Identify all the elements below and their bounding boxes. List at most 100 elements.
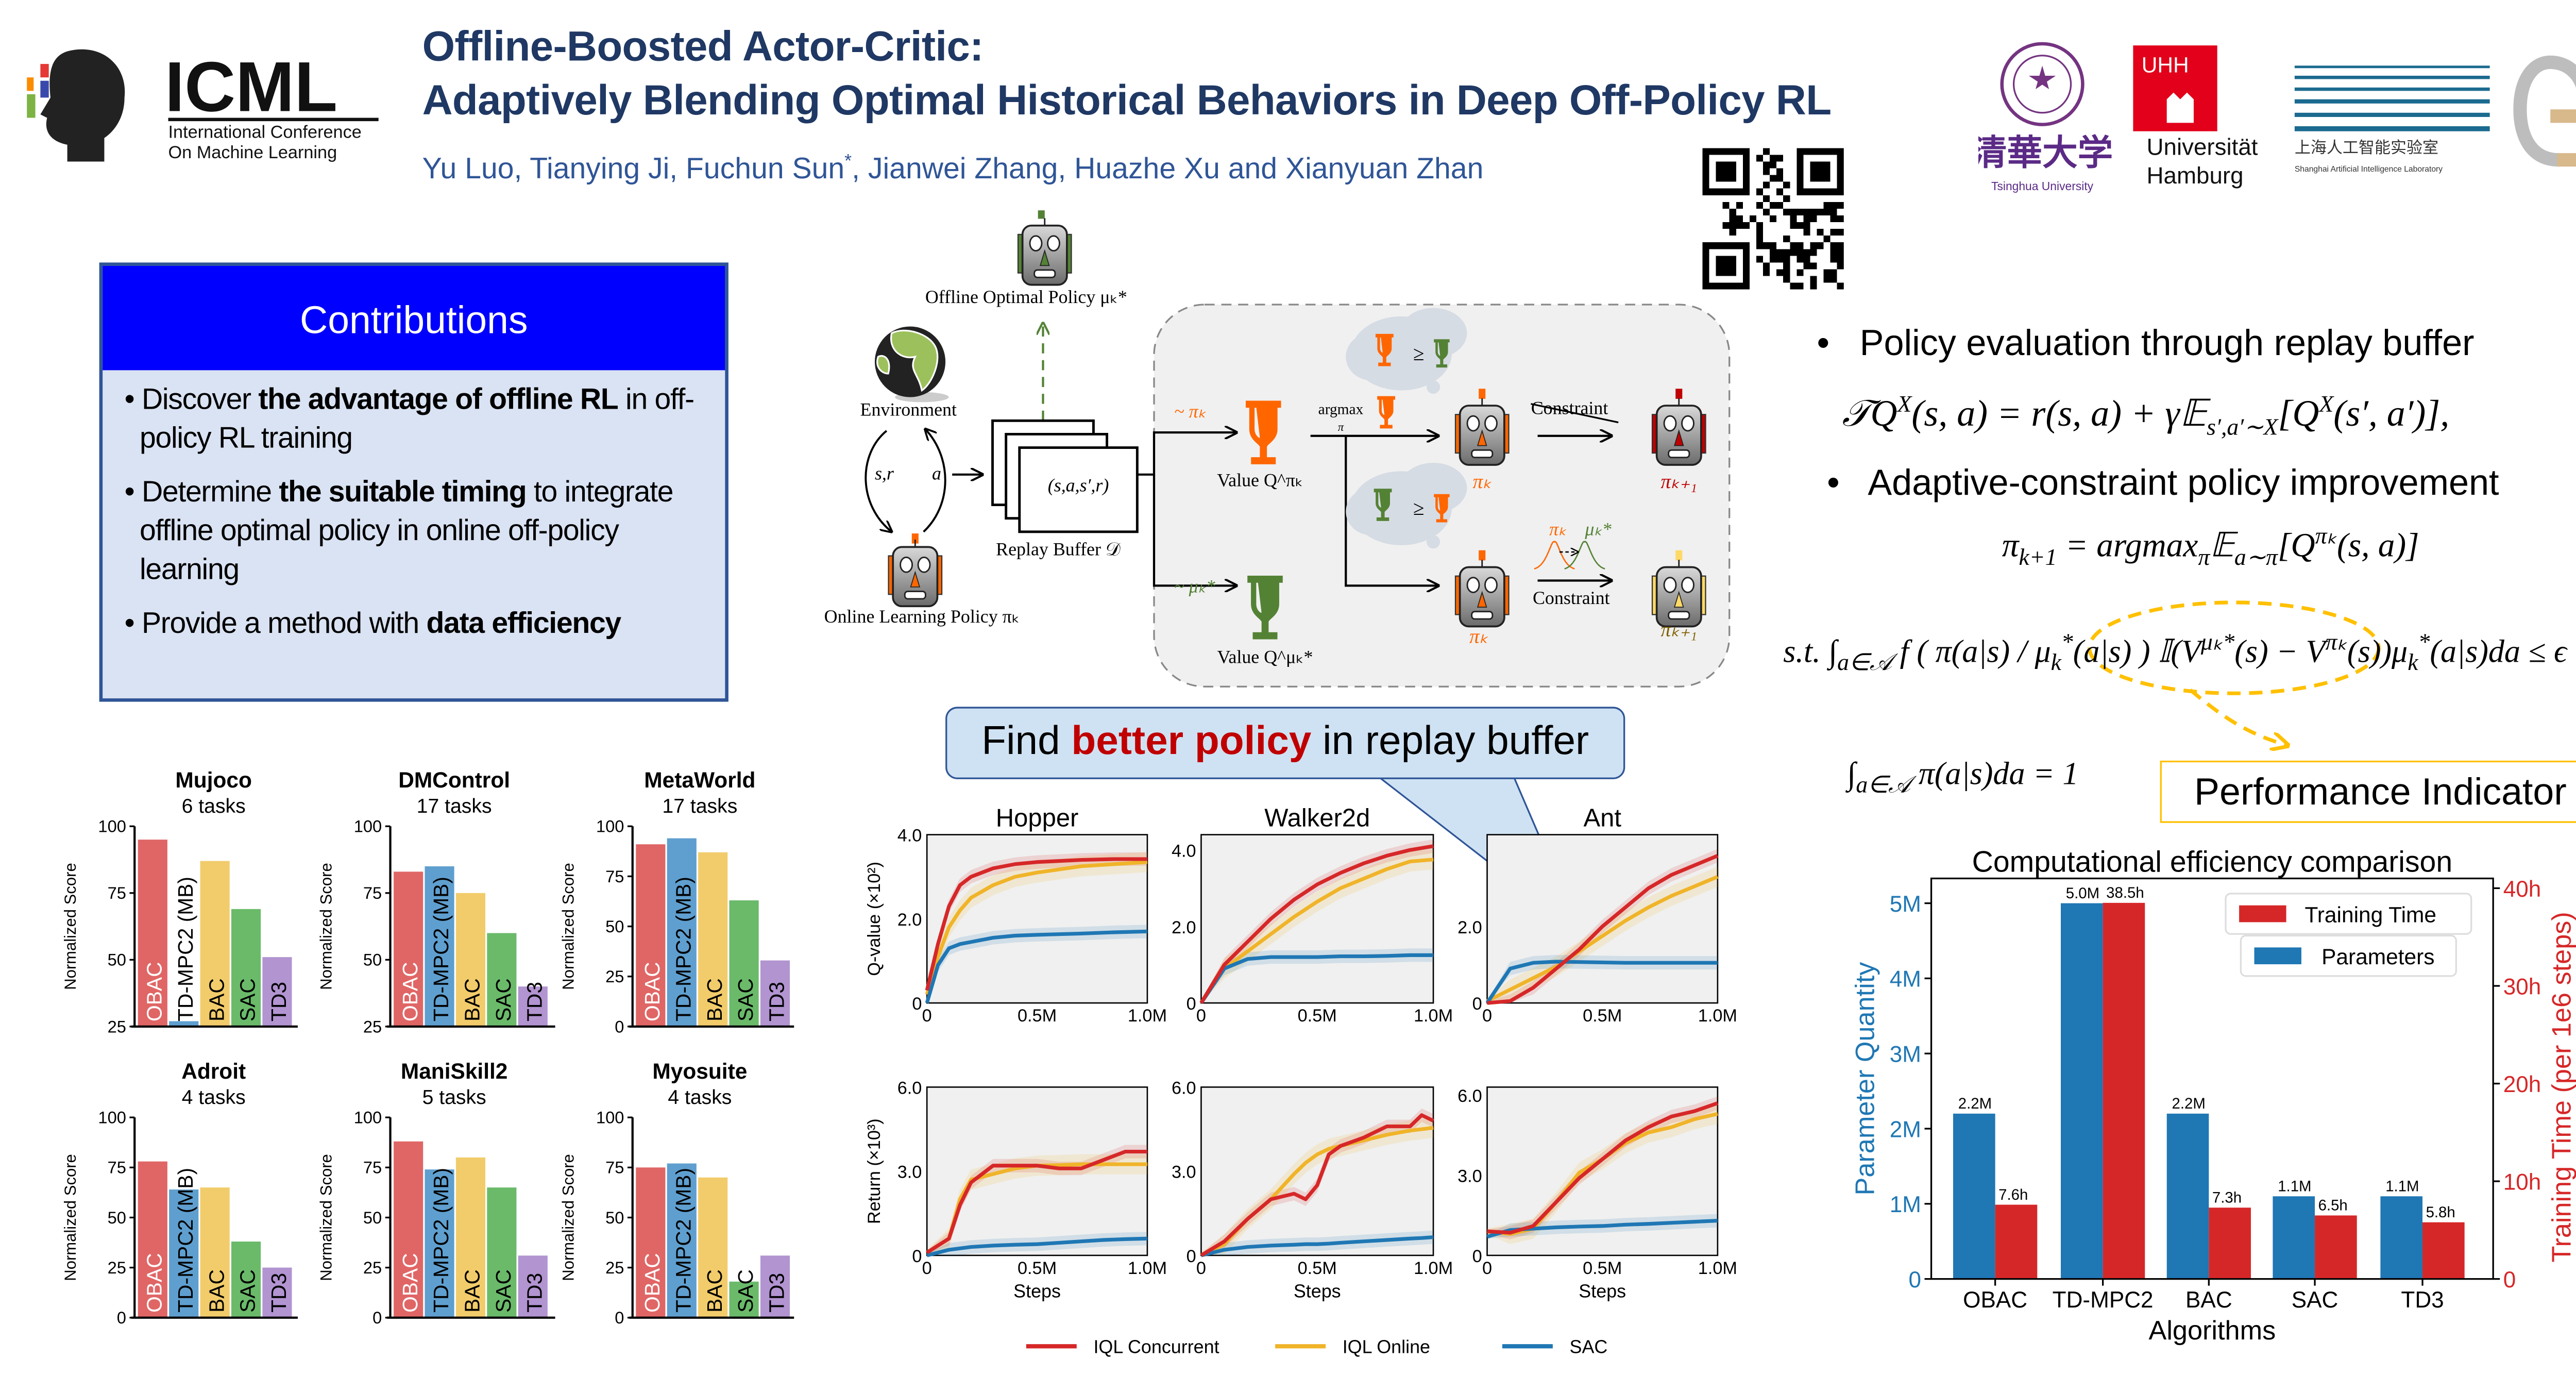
series-line-iql-concurrent: [925, 857, 1147, 991]
bar-training-time-td3: [2422, 1222, 2465, 1279]
formula-segment: (s, a) = r(s, a) + γ𝔼: [1911, 392, 2207, 434]
panel-subtitle: 17 tasks: [417, 795, 492, 817]
bar-label: TD3: [522, 1273, 546, 1313]
icml-subtitle-2: On Machine Learning: [168, 143, 337, 162]
bar-training-time-obac: [1995, 1204, 2038, 1279]
y-tick-label: 75: [363, 1158, 382, 1177]
bar-panel-mujoco: Mujoco 6 tasks OBAC TD-MPC2 (MB) BAC SAC TD3 25…: [61, 768, 298, 1036]
bar-label: BAC: [205, 978, 228, 1021]
formula-segment: a∈𝒜: [1837, 651, 1892, 677]
y-tick-label: 6.0: [897, 1078, 922, 1098]
y-tick-label: 0: [117, 1308, 126, 1327]
bar-label: SAC: [236, 978, 260, 1021]
y-tick-label: 3.0: [897, 1163, 922, 1182]
authors-text: Yu Luo, Tianying Ji, Fuchun Sun: [422, 151, 845, 186]
panel-title: ManiSkill2: [401, 1059, 508, 1083]
method-bullet-2: • Adaptive-constraint policy improvement: [1827, 462, 2499, 504]
confidence-band-iql-online: [1201, 849, 1434, 1003]
confidence-band-iql-online: [927, 852, 1147, 998]
x-tick-label: 0: [922, 1006, 932, 1026]
poster-title-line1: Offline-Boosted Actor-Critic:: [422, 23, 984, 71]
bar-bac: [455, 893, 486, 1027]
y-tick-label: 0: [1187, 1247, 1196, 1266]
bar-sac: [487, 933, 517, 1027]
y-tick-label: 50: [363, 1208, 382, 1227]
y-tick-label: 2.0: [897, 910, 922, 930]
panel-title: MetaWorld: [644, 768, 755, 792]
y-tick-label: 25: [363, 1017, 382, 1036]
line-panel: 0 0.5M 1.0M 0 3.0 6.0 Steps: [1172, 1078, 1453, 1301]
panel-title: Hopper: [996, 804, 1079, 832]
bar-label: OBAC: [142, 1253, 166, 1313]
plot-frame: [1930, 877, 2494, 1280]
y-tick-label: 50: [108, 1208, 126, 1227]
formula-segment: a∼π: [2234, 546, 2278, 572]
qr-code-icon[interactable]: [1702, 148, 1844, 290]
bar-panel-maniskill2: ManiSkill2 5 tasks OBAC TD-MPC2 (MB) BAC SAC T…: [317, 1059, 555, 1327]
y-tick-label: 6.0: [1458, 1086, 1482, 1106]
right-tick-label: 20h: [2503, 1072, 2541, 1097]
authors: Yu Luo, Tianying Ji, Fuchun Sun*, Jianwe…: [422, 152, 1484, 187]
uhh-logo: UHH: [2133, 45, 2217, 131]
bar-label: TD-MPC2 (MB): [429, 877, 453, 1021]
panel-title: Myosuite: [652, 1059, 747, 1083]
svg-text:上海人工智能实验室: 上海人工智能实验室: [2295, 139, 2438, 157]
formula-segment: (a|s) ) 𝕀(V: [2073, 635, 2201, 670]
bellman-equation: 𝒯QX(s, a) = r(s, a) + γ𝔼s′,a′∼X[QX(s′, a…: [1842, 392, 2450, 443]
formula-segment: (a|s)da ≤ ϵ: [2430, 635, 2567, 670]
bar-td-mpc2-mb-: [667, 1163, 697, 1318]
legend-swatch: [2254, 947, 2301, 965]
affiliation-logos: 清華大学 Tsinghua University UHH 上海人工智能实验室 S…: [1978, 42, 2576, 193]
series-line-iql-online: [1199, 858, 1434, 1004]
x-tick-label: 0.5M: [1018, 1259, 1057, 1278]
x-tick-label: 1.0M: [1128, 1259, 1167, 1278]
series-line-iql-concurrent: [1487, 854, 1719, 1005]
x-tick-label: TD3: [2401, 1287, 2444, 1313]
legend-label: Parameters: [2321, 945, 2434, 969]
y-tick-label: 100: [354, 817, 382, 836]
series-line-iql-concurrent: [926, 1149, 1147, 1254]
y-tick-label: 100: [354, 1108, 382, 1127]
bar-label: OBAC: [640, 962, 664, 1021]
formula-segment: a∈𝒜: [1856, 774, 1911, 799]
x-tick-label: 0.5M: [1018, 1006, 1057, 1026]
bar-training-time-bac: [2209, 1208, 2251, 1279]
series-line-iql-online: [1486, 875, 1719, 1003]
formula-segment: *: [2061, 631, 2073, 657]
formula-segment: s′,a′∼X: [2207, 416, 2278, 442]
formula-segment: *: [2418, 631, 2430, 657]
bar-obac: [636, 844, 666, 1027]
legend-box: [2240, 934, 2457, 977]
bar-bac: [698, 1177, 728, 1318]
x-axis-label: Algorithms: [2148, 1316, 2276, 1346]
y-axis-label: Normalized Score: [559, 1154, 577, 1281]
bar-training-time-td-mpc2: [2103, 902, 2145, 1279]
formula-segment: μₖ*: [2200, 631, 2235, 657]
panel-subtitle: 5 tasks: [422, 1086, 486, 1109]
bar-panel-adroit: Adroit 4 tasks OBAC TD-MPC2 (MB) BAC SAC TD3 0 2…: [61, 1059, 298, 1327]
y-tick-label: 75: [108, 883, 126, 902]
x-tick-label: SAC: [2292, 1287, 2338, 1313]
y-tick-label: 6.0: [1172, 1078, 1196, 1098]
plot-area: [1486, 834, 1719, 1004]
legend-swatch: [2239, 905, 2286, 923]
series-line-iql-concurrent: [1487, 1101, 1719, 1235]
shanghai-ai-lab-logo: 上海人工智能实验室 Shanghai Artificial Intelligen…: [2294, 65, 2490, 174]
svg-text:Shanghai Artificial Intelligen: Shanghai Artificial Intelligence Laborat…: [2295, 165, 2443, 174]
y-tick-label: 0: [372, 1308, 382, 1327]
y-tick-label: 50: [363, 950, 382, 969]
bar-sac: [729, 900, 759, 1027]
y-axis-label: Normalized Score: [317, 1154, 335, 1281]
formula-segment: [Q: [2277, 528, 2315, 565]
formula-segment: k+1: [2019, 546, 2057, 572]
series-line-sac: [926, 1236, 1148, 1257]
y-tick-label: 75: [605, 867, 624, 886]
x-tick-label: 0: [1482, 1006, 1492, 1026]
y-tick-label: 50: [108, 950, 126, 969]
y-axis-label: Normalized Score: [559, 863, 577, 990]
confidence-band-sac: [1201, 948, 1434, 1003]
q2-logo: [2513, 55, 2576, 167]
x-tick-label: 0: [1196, 1006, 1206, 1026]
legend-box: [2225, 893, 2472, 935]
